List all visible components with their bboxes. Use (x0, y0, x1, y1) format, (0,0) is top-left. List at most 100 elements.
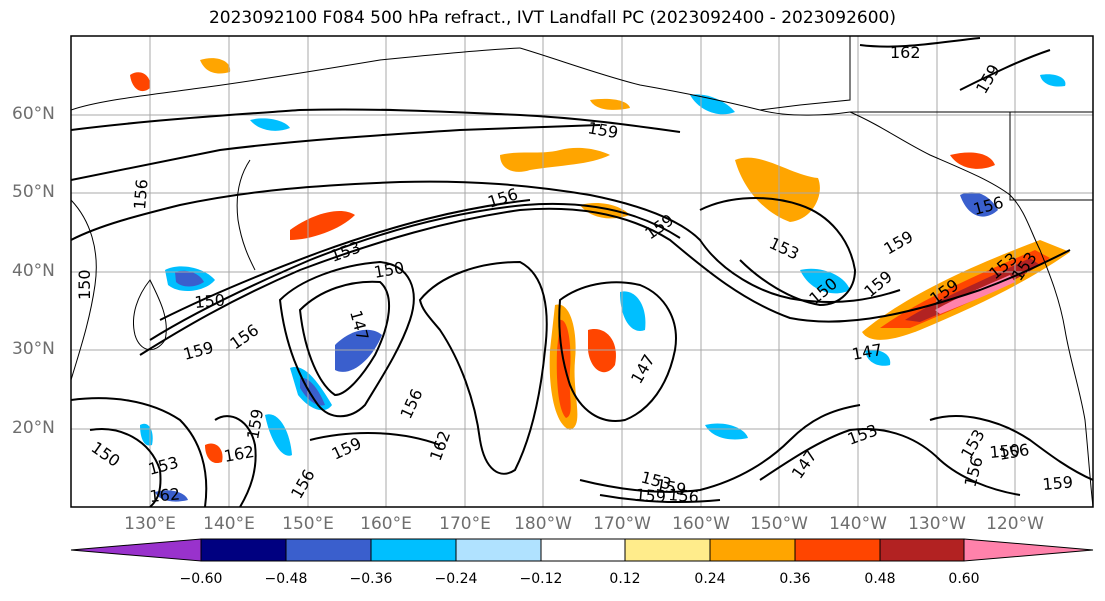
contour-label: 159 (635, 485, 667, 507)
shade-pos-small-1 (290, 210, 355, 240)
contour-label: 156 (668, 485, 700, 507)
contour-label: 153 (766, 233, 802, 263)
lon-label: 180°W (514, 514, 572, 534)
colorbar-tick-label: 0.12 (609, 571, 641, 587)
colorbar-tick-label: 0.24 (694, 571, 726, 587)
colorbar-tick-label: 0.60 (948, 571, 980, 587)
contour-label: 153 (146, 453, 180, 479)
colorbar-tick-label: −0.12 (519, 571, 563, 587)
lat-label: 60°N (12, 104, 55, 124)
shade-neg-8 (250, 118, 290, 131)
lat-label: 40°N (12, 261, 55, 281)
lon-label: 130°E (124, 514, 176, 534)
shade-neg-5 (800, 268, 850, 294)
colorbar-swatch (879, 538, 965, 562)
colorbar-swatch (794, 538, 881, 562)
colorbar-swatch (285, 538, 372, 562)
contour-label: 162 (222, 442, 255, 466)
shade-neg-3 (335, 329, 382, 372)
height-contours (71, 37, 1093, 507)
contour-label: 147 (788, 446, 821, 482)
contour-label: 159 (881, 227, 917, 259)
shade-neg-14 (155, 490, 188, 502)
contour-label: 159 (972, 61, 1004, 97)
colorbar-swatch (963, 538, 1094, 562)
contour-label: 162 (426, 428, 454, 463)
colorbar-tick-label: −0.24 (434, 571, 478, 587)
shade-pos-small-5 (950, 152, 995, 169)
contour-label: 156 (226, 320, 262, 353)
contour-label: 150 (989, 440, 1021, 462)
lon-label: 160°W (672, 514, 730, 534)
contour-label: 153 (845, 420, 880, 448)
shade-neg-9 (1040, 74, 1066, 87)
contour-label-layer: 162 159 159 156 156 159 153 150 153 150 … (75, 43, 1074, 507)
plot-title: 2023092100 F084 500 hPa refract., IVT La… (208, 8, 896, 28)
lon-label: 160°E (360, 514, 412, 534)
contour-label: 153 (328, 237, 363, 265)
contour-label: 150 (372, 258, 405, 282)
colorbar-swatch (200, 538, 287, 562)
shade-neg-11 (265, 414, 292, 456)
shade-neg-4 (620, 291, 646, 331)
colorbar-swatch (370, 538, 457, 562)
lon-label: 170°W (593, 514, 651, 534)
contour-label: 156 (130, 178, 152, 210)
contour-label: 156 (485, 184, 520, 212)
shade-neg-13 (865, 349, 891, 366)
colorbar-swatch (70, 538, 202, 562)
contour-label: 153 (957, 426, 989, 462)
graticule (71, 36, 1093, 507)
contour-label: 150 (194, 290, 226, 312)
lon-label: 170°E (439, 514, 491, 534)
lat-label: 50°N (12, 182, 55, 202)
lon-label: 140°W (829, 514, 887, 534)
shade-pos-north (500, 147, 610, 172)
colorbar-tick-label: −0.36 (349, 571, 393, 587)
map-frame (70, 35, 1094, 508)
shade-pos-small-3 (130, 72, 151, 92)
shade-pos-small-7 (205, 443, 223, 464)
colorbar-tick-label: −0.48 (264, 571, 308, 587)
lon-label: 130°W (908, 514, 966, 534)
colorbar-tick-label: 0.36 (779, 571, 811, 587)
contour-label: 159 (641, 210, 677, 243)
lon-label: 120°W (986, 514, 1044, 534)
shade-pos-small-4 (200, 58, 231, 74)
colorbar-swatch (455, 538, 542, 562)
lat-label: 20°N (12, 418, 55, 438)
shade-pos-west-coast-dark (905, 258, 1040, 322)
contour-label: 162 (149, 484, 181, 506)
contour-label: 156 (287, 466, 319, 502)
contour-label: 150 (75, 269, 94, 300)
colorbar-swatch (709, 538, 796, 562)
contour-label: 159 (586, 118, 619, 142)
contour-label: 156 (997, 440, 1030, 464)
contour-label: 162 (890, 43, 921, 62)
shade-pos-gulf (735, 157, 820, 222)
lon-label: 150°E (282, 514, 334, 534)
shade-pos-midpac-2 (588, 329, 616, 373)
lon-label: 140°E (203, 514, 255, 534)
shade-pos-small-6 (590, 98, 630, 110)
colorbar-tick-label: 0.48 (864, 571, 896, 587)
colorbar-tick-label: −0.60 (179, 571, 223, 587)
colorbar (70, 538, 1094, 562)
colorbar-swatch (540, 538, 626, 562)
lon-label: 150°W (750, 514, 808, 534)
coastlines (71, 36, 1093, 507)
contour-label: 150 (88, 438, 124, 471)
contour-label: 159 (181, 338, 215, 364)
shade-neg-1-core (175, 270, 204, 287)
colorbar-swatch (624, 538, 711, 562)
contour-label: 147 (627, 351, 659, 387)
contour-label: 159 (1042, 472, 1074, 494)
lat-label: 30°N (12, 339, 55, 359)
contour-label: 156 (396, 386, 426, 422)
contour-label: 159 (329, 433, 365, 463)
shade-neg-6 (960, 192, 998, 217)
shade-neg-10 (705, 423, 748, 440)
shade-neg-7 (690, 94, 735, 115)
contour-label: 159 (243, 407, 267, 440)
